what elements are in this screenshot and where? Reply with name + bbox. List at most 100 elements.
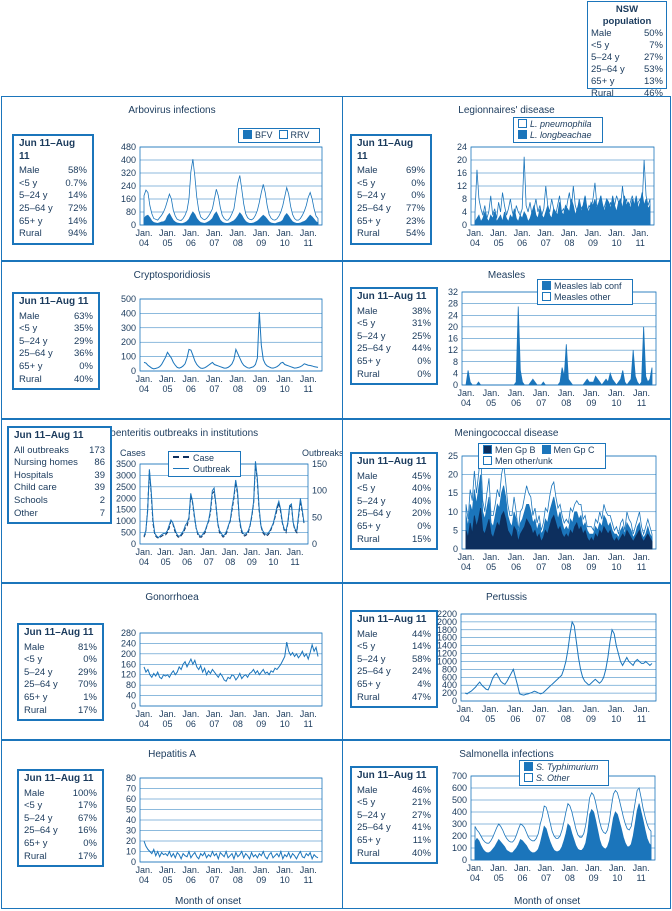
panel-title: Arbovirus infections	[128, 105, 216, 116]
stats-value: 54%	[405, 228, 425, 240]
stats-value: 21%	[411, 797, 431, 809]
stats-row: <5 y 0.7%	[19, 178, 87, 191]
stats-header: Jun 11–Aug 11	[357, 614, 427, 625]
stats-row: 25–64 y 24%	[357, 666, 431, 679]
stats-value: 1%	[83, 691, 97, 703]
stats-value: 77%	[405, 202, 425, 214]
stats-label: 25–64 y	[357, 508, 391, 520]
stats-value: 0.7%	[65, 177, 87, 189]
legend-label: Men Gp C	[553, 445, 595, 455]
stats-value: 0%	[411, 190, 425, 202]
stats-label: 25–64 y	[357, 822, 391, 834]
stats-value: 35%	[73, 323, 93, 335]
stats-row: Male 69%	[357, 165, 425, 178]
stats-row: <5 y 17%	[24, 800, 97, 813]
stats-value: 44%	[411, 628, 431, 640]
stats-value: 25%	[411, 330, 431, 342]
legend-swatch	[173, 468, 189, 469]
stats-row: <5 y 31%	[357, 318, 431, 331]
stats-row: 5–24 y 27%	[357, 810, 431, 823]
stats-box: Jun 11–Aug 11 Male 63% <5 y 35% 5–24 y 29% 25–6…	[12, 292, 100, 391]
stats-label: 25–64 y	[357, 343, 391, 355]
stats-label: <5 y	[19, 177, 38, 189]
stats-value: 46%	[411, 784, 431, 796]
stats-box: Jun 11–Aug 11 Male 38% <5 y 31% 5–24 y 25% 25–6…	[350, 287, 438, 386]
stats-value: 72%	[67, 202, 87, 214]
legend-item: Men other/unk	[483, 456, 595, 467]
stats-row: 5–24 y 58%	[357, 654, 431, 667]
stats-value: 14%	[67, 190, 87, 202]
legend-item: Outbreak	[173, 464, 230, 475]
stats-value: 17%	[77, 850, 97, 862]
stats-value: 23%	[405, 215, 425, 227]
legend-swatch	[243, 130, 252, 139]
stats-label: Male	[19, 165, 40, 177]
legend-label: Measles other	[554, 292, 611, 302]
stats-label: Child care	[14, 482, 57, 494]
stats-row: 25–64 y 72%	[19, 203, 87, 216]
legend-label: L. longbeachae	[530, 130, 592, 140]
pop-label: 25–64 y	[591, 64, 625, 75]
stats-row: Rural 15%	[357, 534, 431, 547]
panel-title: Measles	[487, 270, 526, 281]
stats-label: Male	[357, 628, 378, 640]
panel-title: Hepatitis A	[148, 749, 196, 760]
legend-swatch	[278, 130, 288, 139]
stats-value: 173	[89, 444, 105, 456]
stats-header: Jun 11–Aug 11	[357, 291, 427, 302]
legend-item: Case	[173, 453, 230, 464]
stats-row: Rural 94%	[19, 228, 87, 241]
stats-row: 5–24 y 14%	[19, 190, 87, 203]
stats-value: 0%	[417, 368, 431, 380]
stats-value: 16%	[77, 825, 97, 837]
stats-label: 65+ y	[24, 691, 48, 703]
stats-row: Male 81%	[24, 642, 97, 655]
stats-value: 69%	[405, 165, 425, 177]
stats-label: 65+ y	[24, 837, 48, 849]
stats-label: 5–24 y	[357, 495, 386, 507]
stats-value: 36%	[73, 348, 93, 360]
stats-label: 5–24 y	[24, 666, 53, 678]
legend-label: Outbreak	[193, 464, 231, 474]
pop-value: 53%	[643, 64, 663, 75]
stats-label: Rural	[357, 691, 380, 703]
stats-label: Rural	[24, 850, 47, 862]
x-axis-title: Month of onset	[514, 896, 581, 907]
stats-row: Male 100%	[24, 788, 97, 801]
stats-header: Jun 11–Aug 11	[357, 456, 427, 467]
chart-legend: S. Typhimurium S. Other	[519, 760, 610, 786]
pop-value: 27%	[643, 52, 663, 63]
stats-row: 5–24 y 25%	[357, 331, 431, 344]
pop-label: 65+ y	[591, 76, 615, 87]
stats-row: 65+ y 0%	[19, 361, 93, 374]
stats-row: Male 38%	[357, 306, 431, 319]
panel-title: Meningococcal disease	[454, 428, 559, 439]
stats-value: 17%	[77, 800, 97, 812]
stats-box: Jun 11–Aug 11 Male 100% <5 y 17% 5–24 y 67% 25–…	[17, 769, 104, 868]
stats-header: Jun 11–Aug 11	[357, 770, 427, 781]
stats-value: 17%	[77, 704, 97, 716]
stats-value: 94%	[67, 228, 87, 240]
stats-value: 100%	[72, 787, 97, 799]
stats-label: <5 y	[19, 323, 38, 335]
stats-label: Male	[357, 305, 378, 317]
stats-value: 4%	[417, 678, 431, 690]
stats-value: 27%	[411, 809, 431, 821]
nsw-population-title: NSW population	[602, 4, 652, 27]
stats-value: 38%	[411, 305, 431, 317]
stats-value: 44%	[411, 343, 431, 355]
pop-value: 7%	[649, 40, 663, 51]
stats-label: Male	[19, 310, 40, 322]
x-axis-title: Month of onset	[175, 896, 242, 907]
legend-item: S. Other	[524, 773, 598, 784]
stats-value: 58%	[67, 165, 87, 177]
stats-row: 65+ y 14%	[19, 216, 87, 229]
stats-row: Rural 54%	[357, 228, 425, 241]
stats-value: 2	[99, 494, 105, 506]
stats-box: Jun 11–Aug 11 Male 46% <5 y 21% 5–24 y 27% 25–6…	[350, 766, 438, 865]
stats-row: 25–64 y 77%	[357, 203, 425, 216]
stats-value: 0%	[411, 177, 425, 189]
legend-item: Measles lab conf	[542, 281, 622, 292]
stats-label: <5 y	[24, 654, 43, 666]
stats-row: Child care 39	[14, 482, 105, 495]
